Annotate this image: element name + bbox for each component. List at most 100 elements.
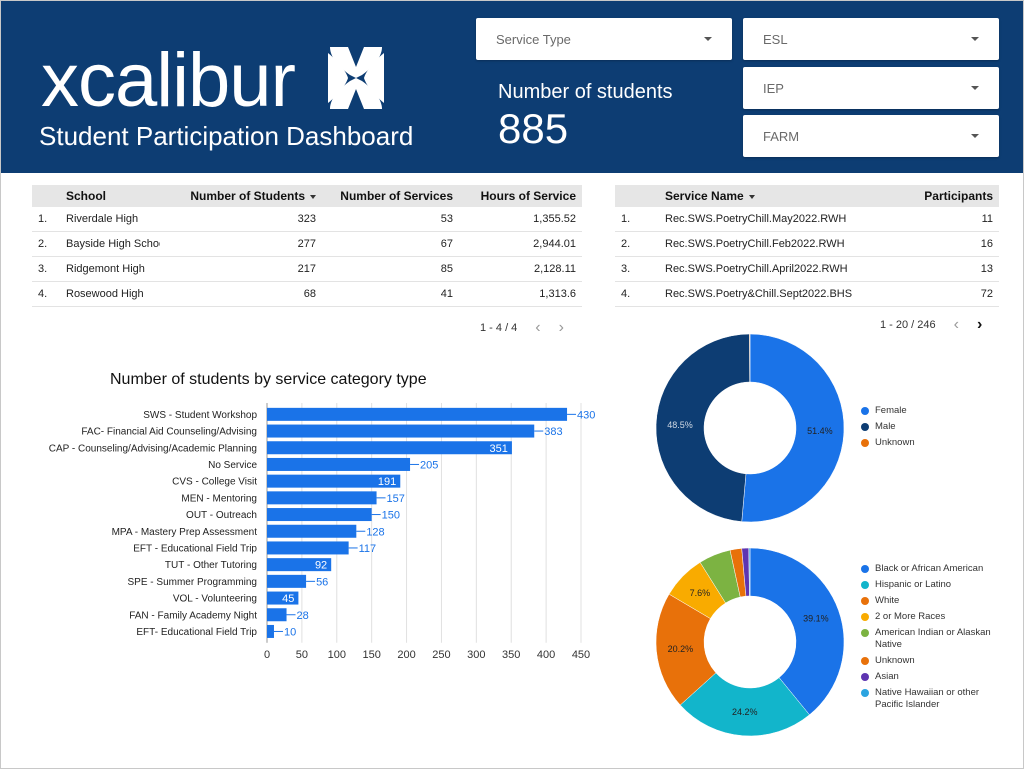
bar[interactable]: [267, 491, 377, 505]
legend-item[interactable]: 2 or More Races: [861, 611, 991, 623]
cell-participants: 11: [981, 213, 993, 225]
services-pager-range: 1 - 20 / 246: [880, 319, 936, 331]
legend-label: Female: [875, 405, 907, 416]
cell-students: 277: [297, 238, 316, 250]
x-tick-label: 0: [264, 649, 270, 661]
xcalibur-logo-icon: [328, 47, 384, 109]
category-label: CAP - Counseling/Advising/Academic Plann…: [49, 443, 257, 454]
legend-item[interactable]: Hispanic or Latino: [861, 579, 991, 591]
bar[interactable]: [267, 508, 372, 522]
bar[interactable]: [267, 591, 299, 605]
cell-idx: 4.: [621, 288, 631, 300]
logo-text: xcalibur: [41, 38, 296, 123]
student-count-value: 885: [498, 105, 569, 152]
iep-dropdown[interactable]: IEP: [743, 67, 999, 109]
column-header-number-of-students[interactable]: Number of Students: [160, 189, 322, 203]
bar[interactable]: [267, 441, 512, 455]
legend-item[interactable]: Unknown: [861, 655, 991, 667]
legend-item[interactable]: White: [861, 595, 991, 607]
schools-table: School Number of Students Number of Serv…: [32, 185, 582, 307]
bar-value-label: 430: [577, 409, 595, 421]
table-row[interactable]: 4. Rec.SWS.Poetry&Chill.Sept2022.BHS 72: [615, 282, 999, 307]
race-donut-chart: 39.1% 24.2% 20.2% 7.6%: [655, 547, 845, 737]
cell-services: 67: [440, 238, 453, 250]
slice-value-label: 48.5%: [667, 420, 693, 430]
column-header-hours-of-service[interactable]: Hours of Service: [480, 189, 576, 203]
bar[interactable]: [267, 524, 357, 538]
column-header-school[interactable]: School: [66, 189, 107, 203]
gender-donut-chart: 51.4% 48.5%: [655, 333, 845, 523]
bar[interactable]: [267, 424, 535, 438]
legend-label: American Indian or Alaskan Native: [875, 627, 991, 650]
table-row[interactable]: 3. Rec.SWS.PoetryChill.April2022.RWH 13: [615, 257, 999, 282]
table-row[interactable]: 2. Bayside High School 277 67 2,944.01: [32, 232, 582, 257]
column-header-number-of-students-label: Number of Students: [190, 189, 305, 203]
cell-hours: 1,313.6: [539, 288, 576, 300]
bar[interactable]: [267, 541, 349, 555]
donut-slice[interactable]: [655, 333, 750, 522]
gender-legend: Female Male Unknown: [861, 405, 981, 453]
legend-item[interactable]: Unknown: [861, 437, 981, 449]
service-type-dropdown[interactable]: Service Type: [476, 18, 732, 60]
bar-value-label: 45: [282, 593, 294, 605]
x-tick-label: 350: [502, 649, 520, 661]
donut-slice[interactable]: [679, 672, 810, 737]
cell-students: 68: [303, 288, 316, 300]
column-header-number-of-services[interactable]: Number of Services: [340, 189, 453, 203]
legend-label: Hispanic or Latino: [875, 579, 952, 590]
legend-item[interactable]: Native Hawaiian or other Pacific Islande…: [861, 687, 991, 711]
bar[interactable]: [267, 474, 401, 488]
table-row[interactable]: 2. Rec.SWS.PoetryChill.Feb2022.RWH 16: [615, 232, 999, 257]
sort-desc-icon: [748, 194, 755, 199]
cell-school: Rosewood High: [66, 288, 144, 300]
column-header-service-name[interactable]: Service Name: [659, 189, 879, 203]
next-page-icon[interactable]: ›: [558, 319, 564, 336]
table-row[interactable]: 1. Rec.SWS.PoetryChill.May2022.RWH 11: [615, 207, 999, 232]
x-tick-label: 100: [328, 649, 346, 661]
bar[interactable]: [267, 457, 411, 471]
category-label: EFT- Educational Field Trip: [136, 627, 257, 638]
donut-slice[interactable]: [749, 547, 845, 716]
category-label: MPA - Mastery Prep Assessment: [112, 527, 258, 538]
donut-slice[interactable]: [749, 333, 751, 383]
x-tick-label: 50: [296, 649, 308, 661]
column-header-participants[interactable]: Participants: [924, 189, 993, 203]
table-row[interactable]: 1. Riverdale High 323 53 1,355.52: [32, 207, 582, 232]
bar[interactable]: [267, 407, 568, 421]
bar[interactable]: [267, 558, 332, 572]
schools-table-pager: 1 - 4 / 4 ‹ ›: [480, 320, 564, 336]
table-row[interactable]: 4. Rosewood High 68 41 1,313.6: [32, 282, 582, 307]
category-label: OUT - Outreach: [186, 510, 257, 521]
category-label: FAN - Family Academy Night: [129, 610, 257, 621]
donut-slice[interactable]: [741, 333, 845, 523]
legend-label: Asian: [875, 671, 899, 682]
chevron-down-icon: [704, 37, 712, 41]
table-row[interactable]: 3. Ridgemont High 217 85 2,128.11: [32, 257, 582, 282]
legend-item[interactable]: Male: [861, 421, 981, 433]
bar-value-label: 117: [359, 543, 377, 555]
cell-students: 217: [297, 263, 316, 275]
cell-idx: 3.: [38, 263, 48, 275]
services-table: Service Name Participants 1. Rec.SWS.Poet…: [615, 185, 999, 307]
prev-page-icon[interactable]: ‹: [535, 319, 541, 336]
prev-page-icon[interactable]: ‹: [953, 316, 959, 333]
next-page-icon[interactable]: ›: [976, 316, 983, 333]
legend-item[interactable]: Black or African American: [861, 563, 991, 575]
x-tick-label: 450: [572, 649, 590, 661]
category-label: SWS - Student Workshop: [143, 410, 257, 421]
bar-value-label: 383: [544, 426, 562, 438]
cell-services: 41: [440, 288, 453, 300]
legend-label: Male: [875, 421, 896, 432]
donut-slice[interactable]: [748, 547, 751, 597]
legend-item[interactable]: American Indian or Alaskan Native: [861, 627, 991, 651]
legend-item[interactable]: Asian: [861, 671, 991, 683]
farm-dropdown-label: FARM: [763, 128, 800, 144]
schools-table-header: School Number of Students Number of Serv…: [32, 185, 582, 207]
farm-dropdown[interactable]: FARM: [743, 115, 999, 157]
esl-dropdown[interactable]: ESL: [743, 18, 999, 60]
bar[interactable]: [267, 608, 287, 622]
legend-item[interactable]: Female: [861, 405, 981, 417]
bar[interactable]: [267, 574, 307, 588]
bar[interactable]: [267, 624, 274, 638]
legend-label: Unknown: [875, 655, 915, 666]
